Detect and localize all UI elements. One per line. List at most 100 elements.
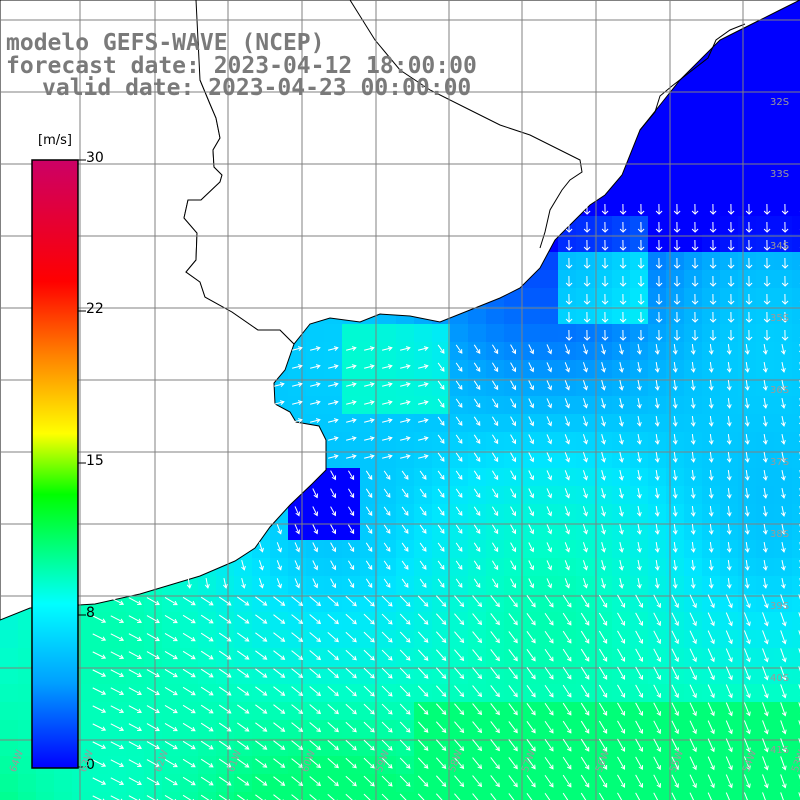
wind-cell: [234, 648, 252, 666]
wind-cell: [738, 252, 756, 270]
wind-cell: [342, 612, 360, 630]
wind-arrow: [618, 506, 624, 517]
wind-arrow: [526, 757, 536, 770]
wind-cell: [450, 504, 468, 522]
wind-arrow: [473, 542, 481, 552]
wind-arrow: [653, 648, 661, 663]
wind-cell: [630, 594, 648, 612]
wind-cell: [792, 666, 800, 684]
wind-arrows: [92, 203, 800, 800]
wind-arrow: [619, 275, 627, 287]
wind-arrow: [417, 757, 429, 769]
wind-arrow: [164, 740, 178, 750]
wind-arrow: [399, 631, 411, 643]
wind-arrow: [690, 379, 696, 391]
wind-cell: [792, 414, 800, 432]
wind-cell: [756, 756, 774, 774]
wind-cell: [486, 306, 504, 324]
wind-cell: [360, 342, 378, 360]
wind-arrow: [709, 293, 717, 305]
wind-cell: [468, 594, 486, 612]
wind-cell: [612, 216, 630, 234]
wind-arrow: [417, 721, 429, 733]
wind-arrow: [255, 650, 268, 660]
wind-cell: [792, 18, 800, 36]
wind-cell: [450, 576, 468, 594]
wind-arrow: [598, 648, 608, 662]
wind-cell: [648, 324, 666, 342]
wind-cell: [198, 666, 216, 684]
wind-arrow: [218, 776, 232, 786]
wind-cell: [594, 792, 612, 800]
wind-arrow: [708, 415, 714, 427]
wind-cell: [288, 648, 306, 666]
wind-cell: [684, 630, 702, 648]
wind-arrow: [418, 454, 429, 459]
wind-cell: [468, 702, 486, 720]
wind-cell: [108, 774, 126, 792]
wind-arrow: [309, 686, 322, 697]
wind-arrow: [291, 758, 304, 769]
wind-cell: [558, 414, 576, 432]
wind-cell: [288, 378, 306, 396]
wind-arrow: [383, 578, 391, 588]
wind-arrow: [655, 203, 663, 215]
wind-arrow: [528, 398, 535, 409]
wind-arrow: [218, 668, 232, 678]
wind-arrow: [435, 757, 447, 769]
wind-arrow: [726, 469, 732, 481]
wind-cell: [792, 0, 800, 18]
wind-arrow: [345, 613, 357, 625]
wind-cell: [126, 738, 144, 756]
wind-cell: [792, 684, 800, 702]
wind-cell: [396, 558, 414, 576]
wind-arrow: [726, 523, 732, 535]
wind-arrow: [400, 364, 411, 369]
wind-arrow: [309, 776, 322, 787]
wind-arrow: [762, 648, 769, 663]
wind-arrow: [727, 293, 735, 305]
wind-cell: [756, 702, 774, 720]
wind-cell: [234, 774, 252, 792]
wind-arrow: [564, 344, 570, 355]
wind-arrow: [654, 469, 660, 481]
wind-cell: [234, 792, 252, 800]
wind-cell: [180, 648, 198, 666]
wind-arrow: [347, 488, 355, 499]
wind-cell: [558, 558, 576, 576]
wind-arrow: [762, 361, 768, 373]
wind-arrow: [546, 344, 553, 355]
wind-cell: [720, 126, 738, 144]
wind-cell: [306, 738, 324, 756]
wind-arrow: [671, 594, 679, 609]
wind-arrow: [762, 684, 769, 699]
wind-cell: [90, 792, 108, 800]
wind-cell: [486, 378, 504, 396]
wind-cell: [270, 540, 288, 558]
wind-cell: [612, 684, 630, 702]
wind-arrow: [580, 702, 590, 716]
wind-arrow: [437, 578, 445, 588]
wind-cell: [324, 396, 342, 414]
wind-arrow: [583, 239, 591, 251]
wind-arrow: [510, 524, 517, 535]
wind-arrow: [382, 454, 393, 459]
wind-arrow: [565, 257, 573, 269]
wind-cell: [468, 738, 486, 756]
wind-arrow: [435, 793, 443, 800]
wind-arrow: [725, 720, 733, 735]
wind-arrow: [726, 577, 732, 589]
wind-arrow: [508, 757, 518, 770]
wind-arrow: [598, 684, 608, 698]
wind-cell: [504, 558, 522, 576]
wind-cell: [522, 522, 540, 540]
wind-arrow: [762, 415, 768, 427]
wind-cell: [180, 684, 198, 702]
wind-cell: [252, 720, 270, 738]
wind-cell: [756, 684, 774, 702]
wind-cell: [108, 666, 126, 684]
wind-arrow: [312, 524, 319, 535]
wind-arrow: [128, 687, 142, 696]
wind-arrow: [582, 398, 588, 409]
wind-arrow: [330, 488, 337, 499]
